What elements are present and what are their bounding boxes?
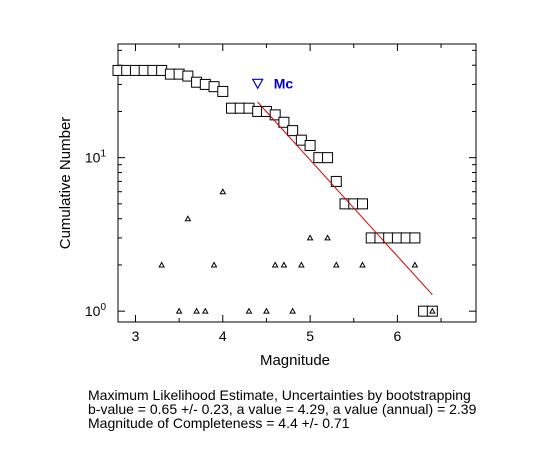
cumulative-point	[409, 232, 421, 244]
cumulative-point	[322, 152, 334, 164]
y-tick-label: 100	[85, 302, 107, 319]
noncumulative-point	[184, 215, 192, 222]
noncumulative-point	[411, 261, 419, 268]
noncumulative-point	[175, 307, 183, 314]
y-axis-label: Cumulative Number	[57, 117, 74, 250]
noncumulative-point	[245, 307, 253, 314]
x-tick-label: 4	[219, 328, 227, 344]
y-tick-label: 101	[85, 149, 107, 166]
mc-marker	[251, 78, 264, 90]
cumulative-point	[426, 305, 438, 317]
cumulative-point	[304, 139, 316, 151]
regression-line	[257, 101, 433, 296]
noncumulative-point	[271, 261, 279, 268]
caption-line-1: Maximum Likelihood Estimate, Uncertainti…	[88, 387, 471, 403]
noncumulative-point	[219, 188, 227, 195]
axis-ticks: 3 4 5 6 100 101	[85, 44, 476, 344]
cumulative-point	[330, 175, 342, 187]
cumulative-point	[278, 116, 290, 128]
noncumulative-point	[210, 261, 218, 268]
x-tick-label: 3	[132, 328, 140, 344]
noncumulative-point	[158, 261, 166, 268]
x-tick-label: 5	[306, 328, 314, 344]
cumulative-point	[182, 70, 194, 82]
noncumulative-point	[201, 307, 209, 314]
noncumulative-point	[193, 307, 200, 314]
mc-label: Mc	[274, 75, 294, 91]
noncumulative-point	[289, 307, 296, 314]
noncumulative-point	[263, 307, 270, 314]
cumulative-point	[356, 198, 368, 210]
cumulative-point	[269, 109, 281, 121]
caption-line-2: b-value = 0.65 +/- 0.23, a value = 4.29,…	[88, 401, 477, 417]
noncumulative-point	[359, 261, 366, 268]
noncumulative-point	[428, 307, 436, 314]
noncumulative-point	[324, 234, 331, 241]
noncumulative-point	[280, 261, 288, 268]
caption-line-3: Magnitude of Completeness = 4.4 +/- 0.71	[88, 415, 350, 431]
noncumulative-point	[332, 261, 340, 268]
chart-marks: Mc	[112, 64, 438, 317]
x-axis-label: Magnitude	[260, 352, 330, 369]
noncumulative-point	[298, 261, 305, 268]
plot-frame	[117, 43, 477, 323]
x-tick-label: 6	[394, 328, 402, 344]
cumulative-point	[287, 125, 299, 137]
noncumulative-point	[306, 234, 314, 241]
cumulative-point	[217, 85, 229, 97]
